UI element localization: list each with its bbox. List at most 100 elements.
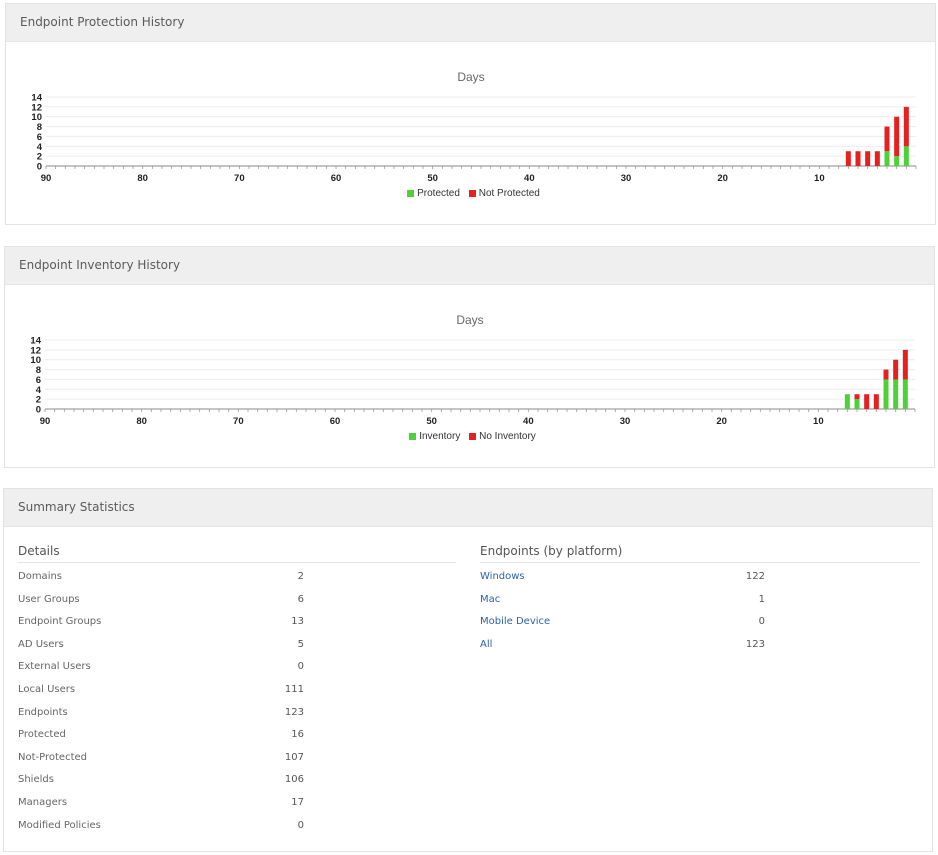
y-tick-label: 0 <box>36 405 41 416</box>
bar-segment-red[interactable] <box>884 126 890 152</box>
bar-segment-green[interactable] <box>893 379 899 409</box>
legend-inventory-swatch <box>409 433 417 440</box>
bar-segment-green[interactable] <box>854 399 860 409</box>
y-tick-label: 14 <box>31 93 42 104</box>
bar-segment-red[interactable] <box>865 151 871 166</box>
platform-row: Windows 122 <box>480 566 765 589</box>
detail-label-endpoints: Endpoints <box>18 706 68 718</box>
panel-title: Endpoint Protection History <box>6 4 935 42</box>
panel-title: Endpoint Inventory History <box>5 247 934 285</box>
x-tick-label: 20 <box>716 416 727 427</box>
y-tick-label: 2 <box>36 395 41 406</box>
platform-row: Mobile Device 0 <box>480 611 765 634</box>
detail-row: External Users 0 <box>18 656 304 679</box>
x-tick-label: 10 <box>814 173 825 184</box>
bar-segment-green[interactable] <box>883 379 889 409</box>
y-tick-label: 2 <box>37 152 42 163</box>
x-tick-label: 80 <box>136 416 147 427</box>
detail-row: Shields 106 <box>18 769 304 792</box>
detail-label-external-users: External Users <box>18 661 91 673</box>
bar-segment-red[interactable] <box>893 359 899 380</box>
x-tick-label: 10 <box>813 416 824 427</box>
bar-segment-red[interactable] <box>894 116 900 157</box>
bar-segment-green[interactable] <box>903 146 909 166</box>
detail-row: Endpoint Groups 13 <box>18 611 304 634</box>
detail-label-local-users: Local Users <box>18 683 76 695</box>
x-tick-label: 70 <box>233 416 244 427</box>
row-value: 1 <box>758 593 765 605</box>
x-tick-label: 30 <box>621 173 632 184</box>
platform-row: Mac 1 <box>480 589 765 612</box>
detail-label-not-protected: Not-Protected <box>18 751 87 763</box>
bar-segment-red[interactable] <box>874 151 880 166</box>
x-tick-label: 90 <box>41 173 52 184</box>
detail-row: Domains 2 <box>18 566 304 589</box>
detail-row: Local Users 111 <box>18 679 304 702</box>
detail-row: User Groups 6 <box>18 589 304 612</box>
details-heading: Details <box>18 532 456 563</box>
platform-link-mobile-device[interactable]: Mobile Device <box>480 616 551 628</box>
legend-not-protected-swatch <box>468 190 476 197</box>
bar-segment-red[interactable] <box>903 106 909 147</box>
detail-row: Endpoints 123 <box>18 702 304 725</box>
row-value: 122 <box>745 571 765 582</box>
bar-segment-red[interactable] <box>873 394 879 409</box>
x-tick-label: 50 <box>427 173 438 184</box>
y-tick-label: 12 <box>31 102 42 113</box>
bar-segment-red[interactable] <box>845 151 851 166</box>
details-list: Domains 2 User Groups 6 Endpoint Groups 13 AD … <box>18 563 304 837</box>
legend-no-inventory-label[interactable]: No Inventory <box>479 431 536 442</box>
row-value: 111 <box>284 683 304 695</box>
y-tick-label: 0 <box>37 162 42 173</box>
y-tick-label: 8 <box>37 122 42 133</box>
bar-segment-red[interactable] <box>864 394 870 409</box>
legend-protected-label[interactable]: Protected <box>417 188 460 199</box>
y-tick-label: 4 <box>37 142 43 153</box>
legend-inventory-label[interactable]: Inventory <box>419 431 461 442</box>
chart-legend: Inventory No Inventory <box>5 431 934 442</box>
details-column: Details Domains 2 User Groups 6 Endpoint Gro… <box>18 532 456 837</box>
platform-link-mac[interactable]: Mac <box>480 593 501 605</box>
platform-heading: Endpoints (by platform) <box>480 532 920 563</box>
row-value: 0 <box>297 661 304 673</box>
detail-label-managers: Managers <box>18 796 68 808</box>
row-value: 16 <box>291 729 304 741</box>
x-tick-label: 70 <box>234 173 245 184</box>
bar-segment-red[interactable] <box>854 394 860 400</box>
detail-row: Managers 17 <box>18 792 304 815</box>
y-tick-label: 6 <box>37 132 42 143</box>
bar-segment-green[interactable] <box>902 379 908 409</box>
chart-title: Days <box>457 70 484 84</box>
platform-link-all[interactable]: All <box>480 638 493 650</box>
row-value: 123 <box>745 638 765 650</box>
x-tick-label: 90 <box>40 416 51 427</box>
bar-segment-red[interactable] <box>855 151 861 166</box>
detail-row: Modified Policies 0 <box>18 815 304 838</box>
bar-segment-green[interactable] <box>894 156 900 166</box>
legend-not-protected-label[interactable]: Not Protected <box>478 188 540 199</box>
y-tick-label: 10 <box>30 355 41 366</box>
endpoint-protection-history-panel: Endpoint Protection History Days 0 2 4 6 8 10 1… <box>5 3 936 225</box>
row-value: 0 <box>758 616 765 628</box>
row-value: 17 <box>291 796 304 808</box>
x-tick-label: 40 <box>523 416 534 427</box>
row-value: 5 <box>297 638 304 650</box>
detail-label-domains: Domains <box>18 571 63 582</box>
bar-segment-green[interactable] <box>844 394 850 409</box>
bar-segment-red[interactable] <box>883 369 889 380</box>
x-tick-label: 30 <box>620 416 631 427</box>
chart-title: Days <box>456 313 483 327</box>
row-value: 2 <box>297 571 304 582</box>
bar-segment-green[interactable] <box>884 151 890 166</box>
chart-legend: Protected Not Protected <box>6 188 935 199</box>
y-tick-label: 12 <box>30 345 41 356</box>
row-value: 106 <box>284 774 304 786</box>
platform-list: Windows 122 Mac 1 Mobile Device 0 All 123 <box>480 563 765 656</box>
bar-segment-red[interactable] <box>902 349 908 380</box>
detail-label-protected: Protected <box>18 729 66 741</box>
platform-link-windows[interactable]: Windows <box>480 571 525 582</box>
detail-label-ad-users: AD Users <box>18 638 64 650</box>
x-tick-label: 60 <box>330 416 341 427</box>
detail-row: Not-Protected 107 <box>18 747 304 770</box>
